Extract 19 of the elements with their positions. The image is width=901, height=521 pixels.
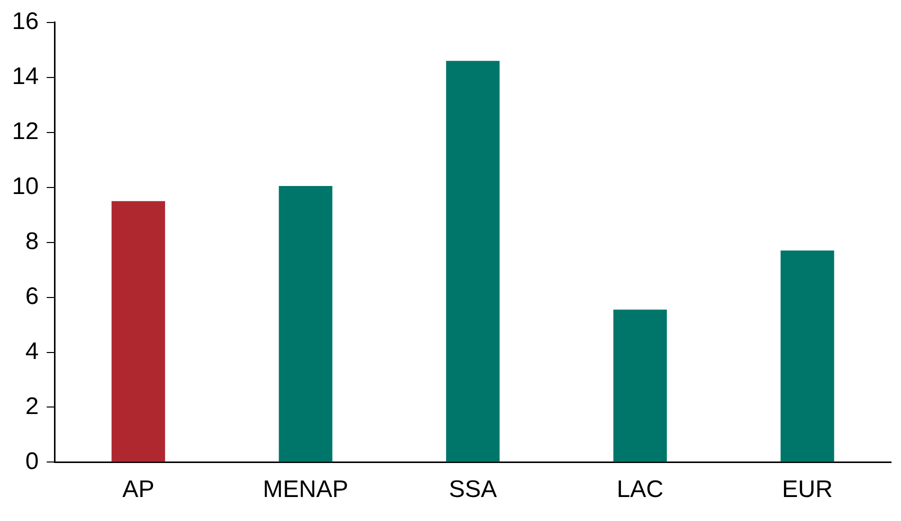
bar	[112, 201, 166, 462]
y-tick-label: 16	[12, 8, 39, 36]
y-tick-label: 2	[25, 392, 39, 420]
x-tick-label: LAC	[616, 476, 664, 504]
x-tick-label: AP	[122, 476, 154, 504]
y-tick-label: 4	[25, 338, 39, 365]
y-tick-label: 14	[12, 63, 39, 90]
y-tick-label: 0	[25, 448, 39, 475]
x-tick-label: MENAP	[262, 476, 348, 504]
y-tick-label: 6	[25, 282, 39, 310]
bar	[613, 310, 667, 462]
bar	[780, 250, 834, 462]
y-tick-label: 10	[12, 172, 39, 200]
bar	[278, 186, 332, 462]
x-tick-label: EUR	[782, 476, 833, 504]
y-tick-label: 8	[25, 228, 39, 255]
bar	[446, 60, 500, 462]
y-tick-label: 12	[12, 118, 39, 145]
x-tick-label: SSA	[448, 476, 497, 504]
